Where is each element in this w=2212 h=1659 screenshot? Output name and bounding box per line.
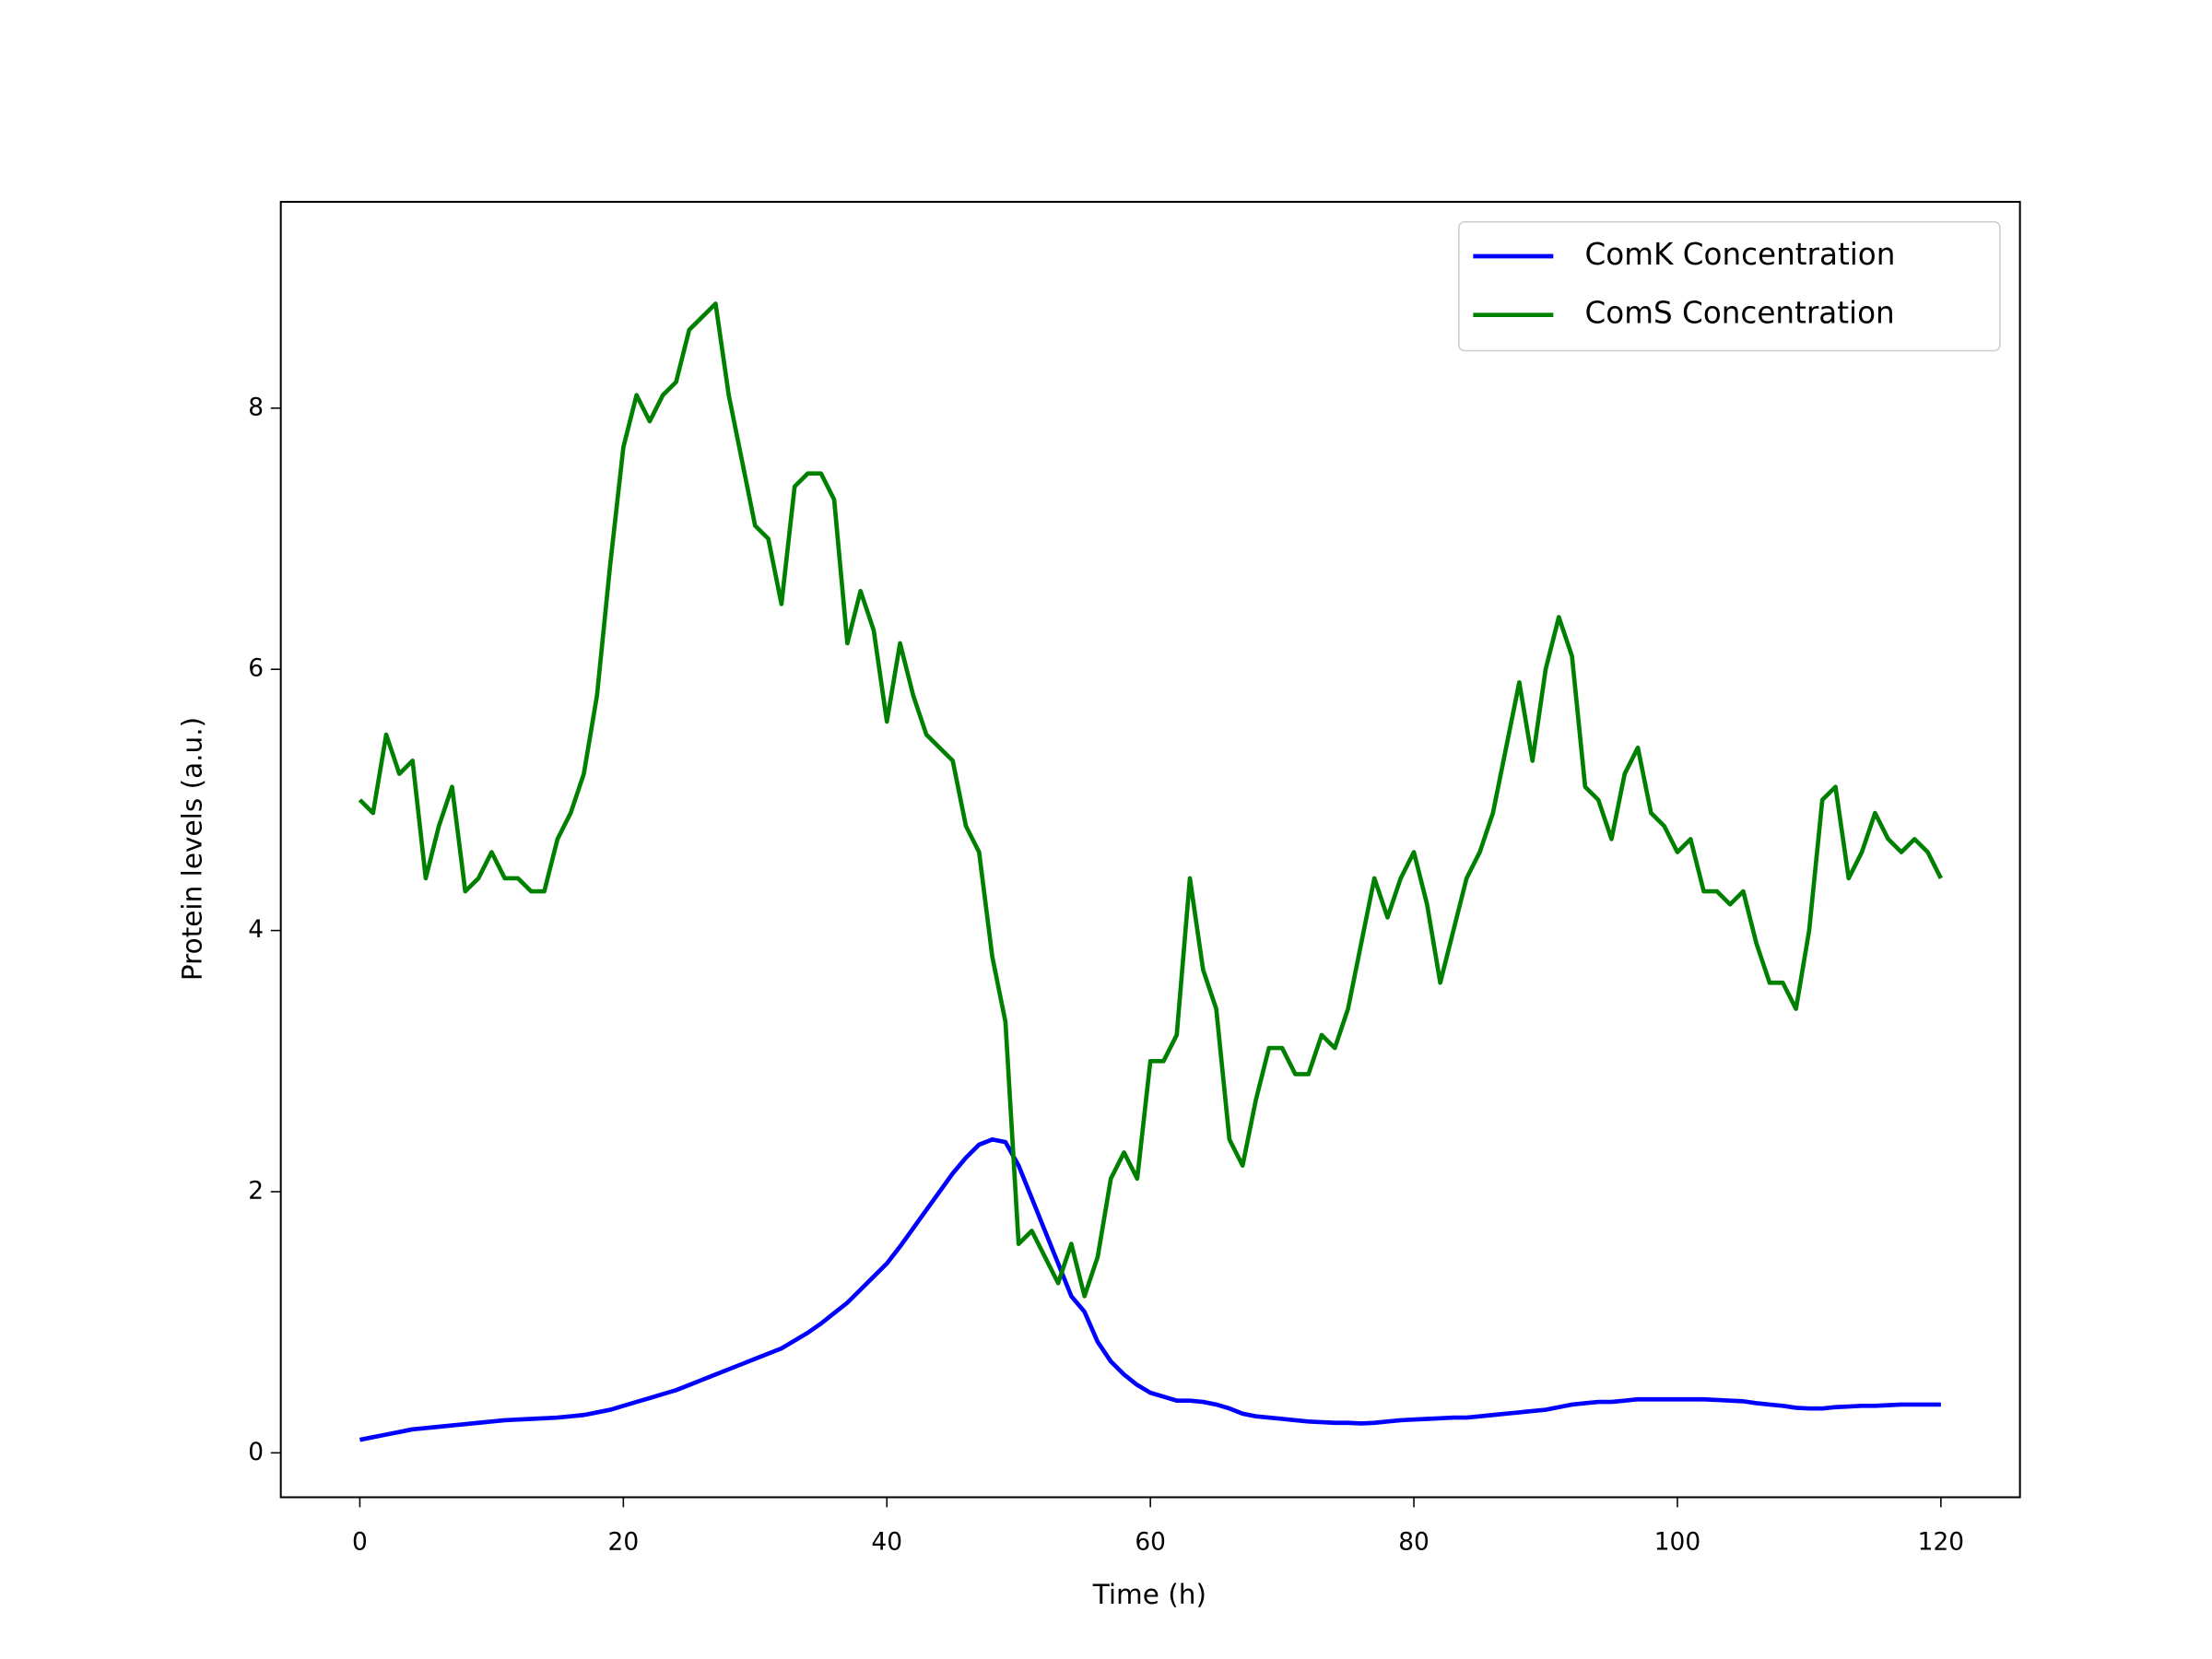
y-axis-label: Protein levels (a.u.) [176,717,207,981]
x-tick-label: 40 [871,1528,902,1557]
y-tick-label: 6 [248,654,264,683]
x-tick-label: 20 [608,1528,640,1557]
legend-label: ComK Concentration [1584,237,1895,272]
data-line [359,1136,1941,1442]
y-tick-label: 2 [248,1176,264,1205]
legend-box [1458,220,2001,352]
plot-frame [279,200,2021,1499]
legend-label: ComS Concentration [1584,296,1894,331]
x-tick-label: 80 [1398,1528,1430,1557]
x-tick-label: 60 [1135,1528,1166,1557]
x-axis-label: Time (h) [1092,1579,1206,1610]
data-line [358,301,1943,1299]
y-tick-label: 4 [248,915,264,944]
x-tick-label: 100 [1654,1528,1700,1557]
y-tick-label: 0 [248,1438,264,1466]
x-tick-label: 120 [1918,1528,1964,1557]
y-tick-label: 8 [248,393,264,421]
x-tick-label: 0 [352,1528,368,1557]
